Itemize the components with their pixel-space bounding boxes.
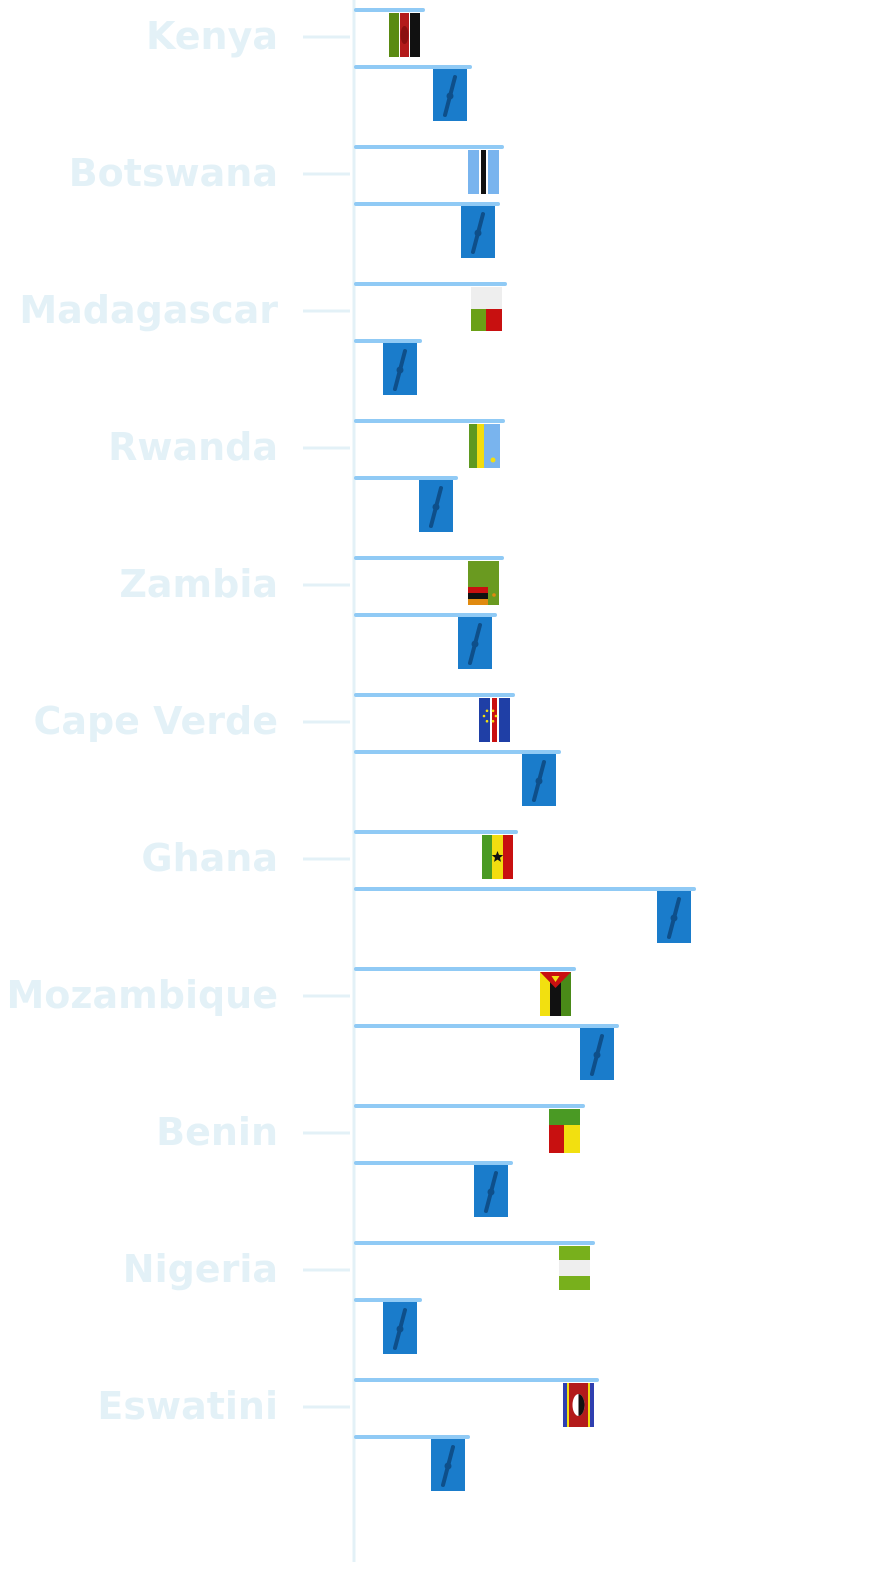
blue-tile-icon <box>419 480 453 532</box>
blue-tile-icon <box>474 1165 508 1217</box>
category-group: Kenya <box>146 8 472 121</box>
category-label: Madagascar <box>19 288 278 332</box>
blue-tile-icon <box>383 1302 417 1354</box>
blue-tile-icon <box>458 617 492 669</box>
blue-tile-icon <box>580 1028 614 1080</box>
category-group: Eswatini <box>97 1378 599 1491</box>
category-group: Mozambique <box>6 967 619 1080</box>
mozambique-flag <box>540 972 571 1016</box>
category-group: Madagascar <box>19 282 507 395</box>
category-label: Nigeria <box>123 1247 278 1291</box>
category-label: Kenya <box>146 14 278 58</box>
category-label: Zambia <box>119 562 278 606</box>
botswana-flag <box>468 150 499 194</box>
ghana-flag <box>482 835 513 879</box>
benin-flag <box>549 1109 580 1153</box>
eswatini-flag <box>563 1383 594 1427</box>
category-label: Rwanda <box>108 425 278 469</box>
category-group: Rwanda <box>108 419 505 532</box>
category-group: Botswana <box>69 145 504 258</box>
blue-tile-icon <box>431 1439 465 1491</box>
zambia-flag <box>468 561 499 605</box>
blue-tile-icon <box>433 69 467 121</box>
madagascar-flag <box>471 287 502 331</box>
cape-verde-flag <box>479 698 510 742</box>
category-label: Botswana <box>69 151 278 195</box>
category-group: Nigeria <box>123 1241 595 1354</box>
nigeria-flag <box>559 1246 590 1290</box>
kenya-flag <box>389 13 420 57</box>
category-label: Eswatini <box>97 1384 278 1428</box>
category-group: Ghana <box>141 830 696 943</box>
category-label: Cape Verde <box>33 699 278 743</box>
rwanda-flag <box>469 424 500 468</box>
category-label: Mozambique <box>6 973 278 1017</box>
category-group: Zambia <box>119 556 504 669</box>
blue-tile-icon <box>383 343 417 395</box>
blue-tile-icon <box>522 754 556 806</box>
category-label: Benin <box>156 1110 278 1154</box>
category-label: Ghana <box>141 836 278 880</box>
blue-tile-icon <box>461 206 495 258</box>
blue-tile-icon <box>657 891 691 943</box>
category-group: Cape Verde <box>33 693 561 806</box>
category-group: Benin <box>156 1104 585 1217</box>
